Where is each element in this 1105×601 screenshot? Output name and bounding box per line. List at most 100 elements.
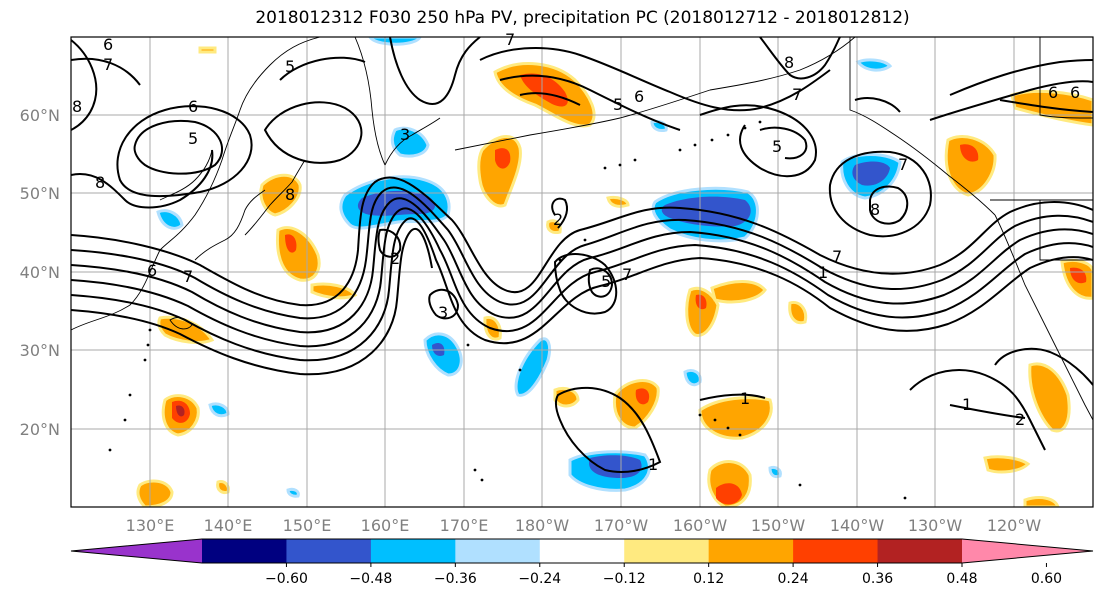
precip-anomaly-positive (685, 286, 720, 337)
precip-anomaly-positive (716, 483, 742, 505)
colorbar-tick-label: 0.36 (862, 571, 893, 587)
lon-tick-label: 170°W (594, 516, 649, 535)
precip-anomaly-positive (259, 173, 302, 217)
lon-tick-label: 130°E (126, 516, 175, 535)
chart-title: 2018012312 F030 250 hPa PV, precipitatio… (255, 8, 910, 28)
precip-anomaly-positive (520, 73, 568, 107)
contour-label: 2 (553, 210, 563, 229)
contour-label: 2 (1015, 410, 1025, 429)
colorbar-tick-label: −0.12 (603, 571, 646, 587)
contour-label: 6 (634, 87, 644, 106)
contour-label: 8 (95, 173, 105, 192)
precip-anomaly-negative (286, 487, 300, 498)
contour-label: 5 (285, 57, 295, 76)
colorbar-extend-low (71, 539, 202, 563)
contour-label: 7 (622, 265, 632, 284)
colorbar-segment (793, 539, 879, 563)
colorbar-segment (624, 539, 710, 563)
precip-anomaly-positive (960, 144, 979, 162)
precip-anomaly-negative (683, 368, 702, 387)
precip-anomaly-positive (698, 396, 773, 440)
colorbar-segment (455, 539, 541, 563)
precip-anomaly-negative (852, 161, 890, 186)
contour-label: 6 (1048, 83, 1058, 102)
lon-tick-label: 130°W (908, 516, 963, 535)
precip-anomaly-positive (710, 280, 767, 304)
precip-anomaly-positive (285, 234, 297, 253)
lat-tick-label: 40°N (20, 263, 60, 282)
lon-tick-label: 140°W (830, 516, 885, 535)
precip-anomaly-positive (1028, 362, 1071, 433)
colorbar-segment (708, 539, 794, 563)
precip-anomaly-positive (635, 388, 650, 405)
lon-tick-label: 160°E (361, 516, 410, 535)
precip-anomaly-positive (983, 455, 1031, 474)
precip-anomaly-negative (390, 126, 430, 158)
contour-label: 6 (103, 35, 113, 54)
precip-anomaly-positive (495, 148, 511, 169)
lat-tick-label: 30°N (20, 341, 60, 360)
contour-label: 5 (601, 272, 611, 291)
colorbar-tick-label: −0.48 (349, 571, 392, 587)
contour-label: 2 (390, 249, 400, 268)
lon-tick-label: 170°E (440, 516, 489, 535)
colorbar-tick-label: 0.60 (1031, 571, 1062, 587)
precip-anomaly-negative (368, 37, 422, 46)
precip-anomaly-positive (198, 46, 217, 54)
contour-label: 7 (103, 55, 113, 74)
lat-tick-label: 20°N (20, 420, 60, 439)
contour-label: 6 (147, 261, 157, 280)
contour-label: 1 (818, 263, 828, 282)
precip-anomaly-positive (606, 196, 630, 208)
lat-tick-label: 50°N (20, 184, 60, 203)
precip-anomaly-positive (136, 479, 174, 507)
colorbar-tick-label: 0.24 (778, 571, 809, 587)
precip-anomaly-negative (768, 466, 782, 479)
pv-contour-labels: 6 7 8 5 6 8 7 6 5 8 7 5 8 7 6 8 6 5 2 2 … (72, 30, 1080, 474)
map-gridlines (71, 37, 1093, 507)
colorbar-segment (877, 539, 963, 563)
longitude-axis: 130°E 140°E 150°E 160°E 170°E 180°W 170°… (126, 516, 1042, 535)
island-markers (108, 120, 907, 500)
latitude-axis: 60°N 50°N 40°N 30°N 20°N (20, 106, 60, 439)
contour-label: 5 (772, 137, 782, 156)
colorbar-tick-label: 0.48 (946, 571, 977, 587)
contour-label: 1 (648, 455, 658, 474)
map-frame (70, 36, 1094, 508)
lon-tick-label: 150°E (283, 516, 332, 535)
contour-label: 3 (400, 125, 410, 144)
colorbar-segment (370, 539, 456, 563)
pv-contours (71, 37, 1093, 473)
contour-label: 1 (962, 395, 972, 414)
precip-anomaly-positive (546, 219, 562, 234)
contour-label: 6 (188, 97, 198, 116)
lon-tick-label: 150°W (751, 516, 806, 535)
colorbar-extend-high (962, 539, 1093, 563)
lon-tick-label: 160°W (673, 516, 728, 535)
colorbar-segment (539, 539, 625, 563)
lon-tick-label: 140°E (204, 516, 253, 535)
contour-label: 5 (613, 95, 623, 114)
precip-anomaly-positive (477, 135, 522, 208)
contour-label: 7 (832, 247, 842, 266)
precip-anomaly-positive (176, 405, 185, 417)
colorbar-tick-label: −0.24 (518, 571, 561, 587)
contour-label: 6 (1070, 83, 1080, 102)
contour-label: 7 (183, 267, 193, 286)
precip-anomaly-positive (695, 294, 707, 310)
coastlines (71, 37, 1093, 421)
colorbar-tick-label: −0.60 (265, 571, 308, 587)
colorbar-tick-label: −0.36 (434, 571, 477, 587)
precip-anomaly-positive (788, 300, 808, 325)
colorbar-outline (70, 538, 1094, 564)
precip-anomaly-negative (855, 58, 893, 72)
precip-anomaly-negative (156, 209, 184, 230)
colorbar-segment (202, 539, 287, 563)
lon-tick-label: 120°W (987, 516, 1042, 535)
precip-anomaly-positive (310, 282, 358, 300)
contour-label: 3 (438, 303, 448, 322)
contour-label: 7 (898, 155, 908, 174)
contour-label: 5 (188, 129, 198, 148)
contour-label: 8 (72, 97, 82, 116)
